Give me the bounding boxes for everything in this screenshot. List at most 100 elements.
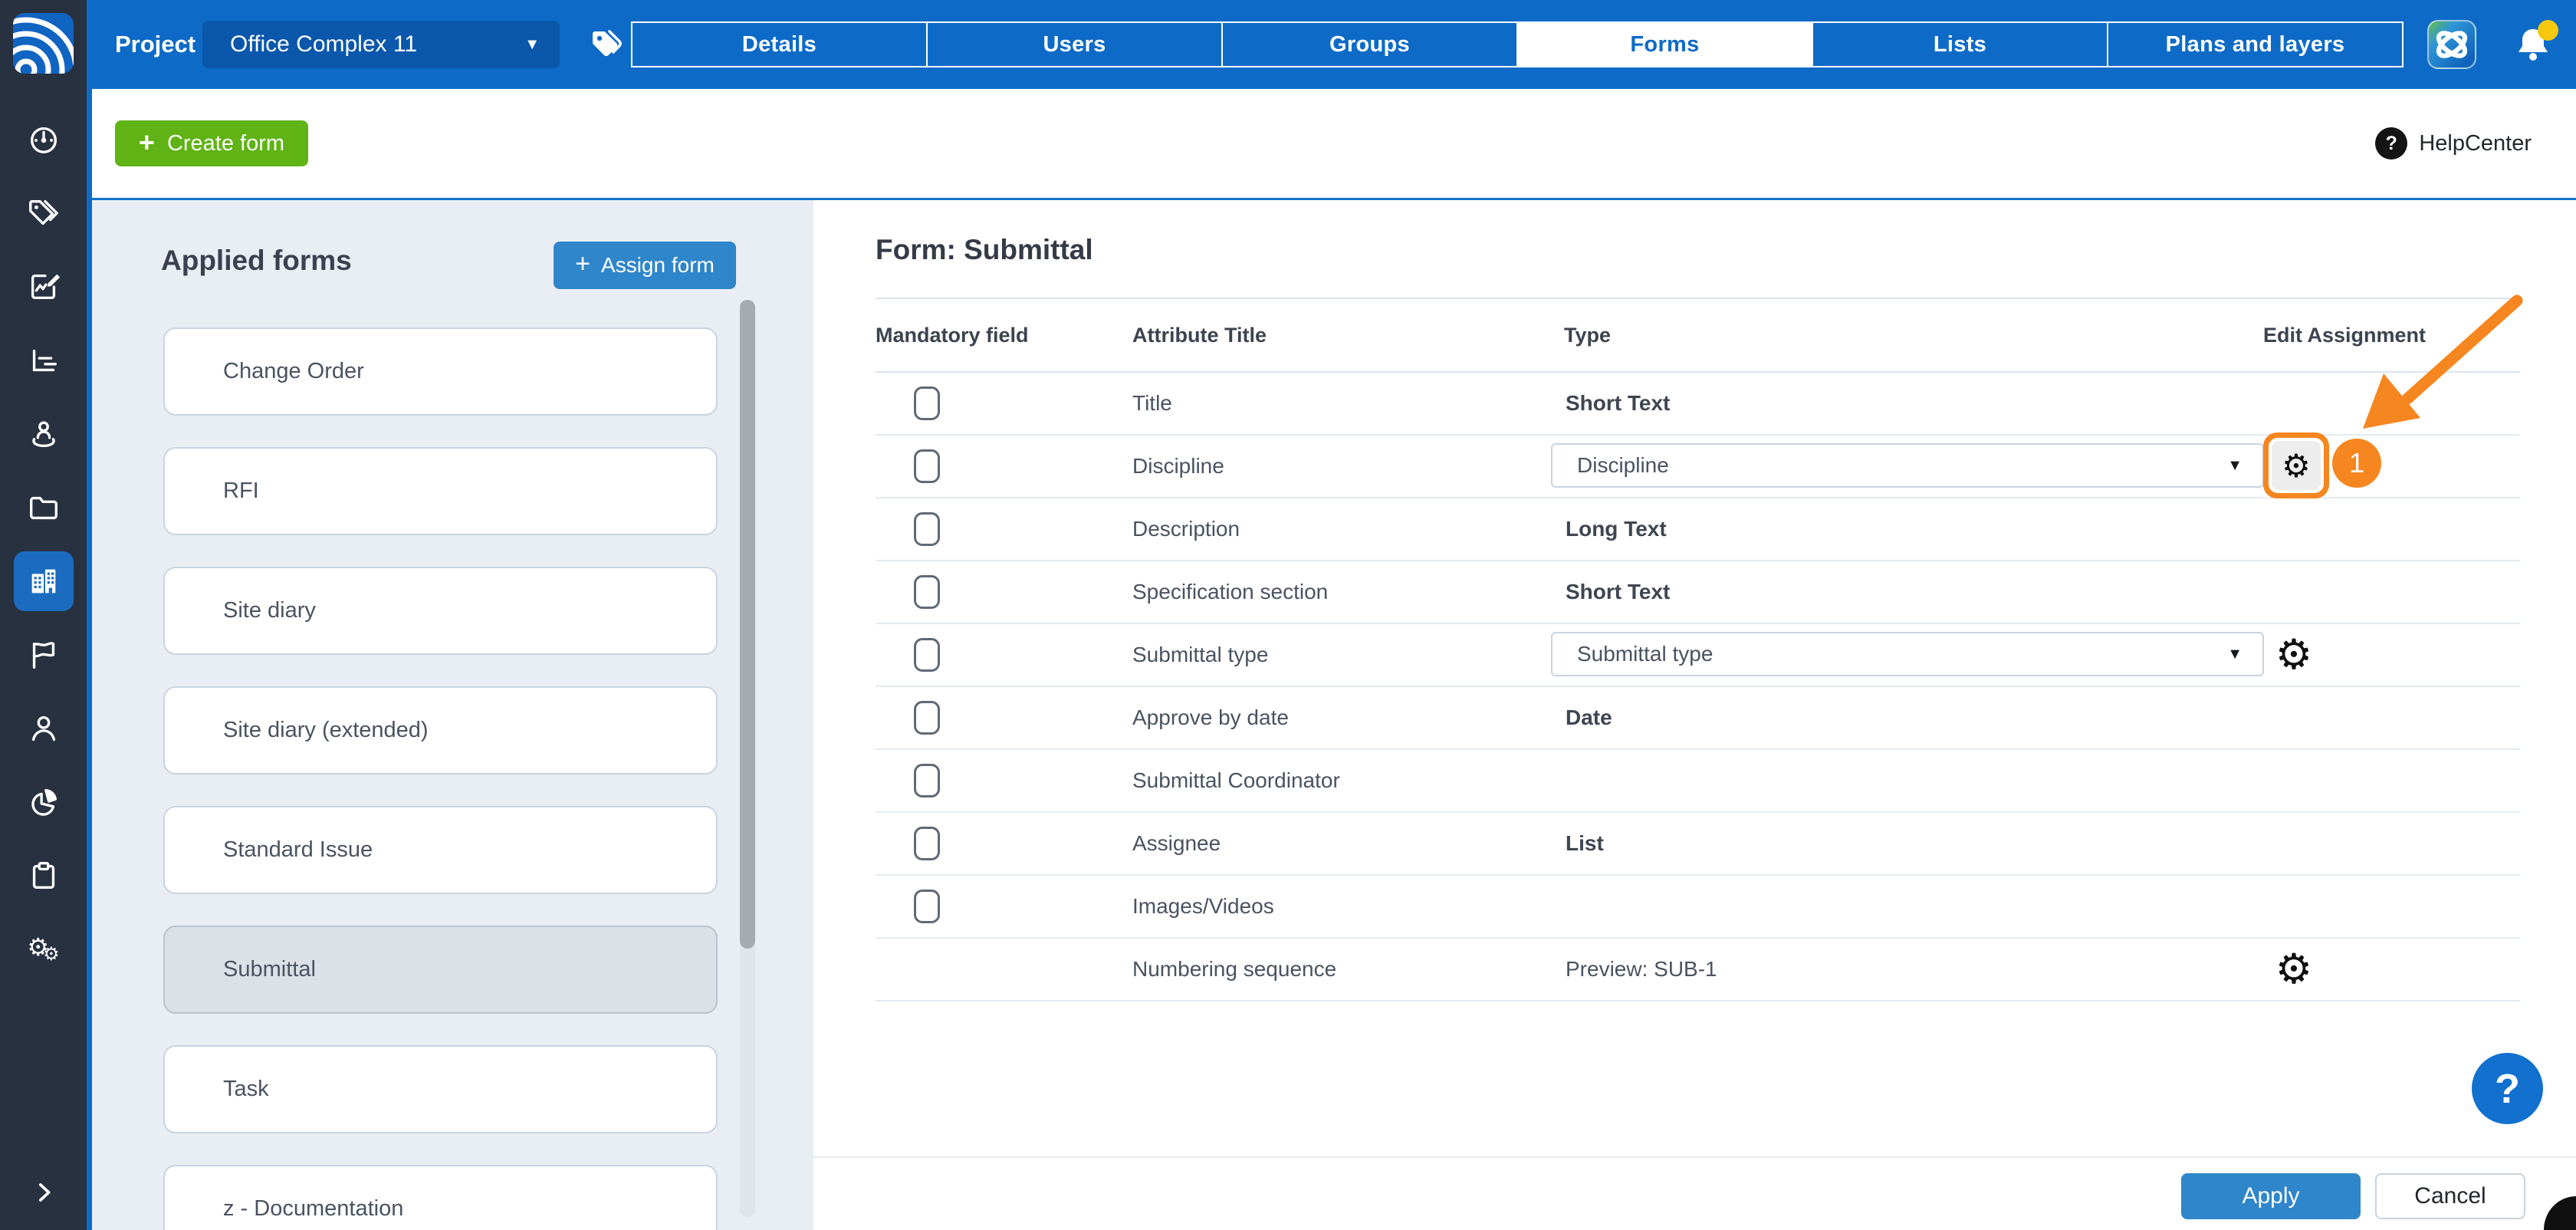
sidebar-item-project-settings[interactable] — [0, 544, 87, 618]
tab-users[interactable]: Users — [926, 21, 1223, 67]
mandatory-checkbox[interactable] — [914, 827, 940, 860]
form-card-z-documentation[interactable]: z - Documentation — [163, 1165, 718, 1230]
tab-groups[interactable]: Groups — [1221, 21, 1518, 67]
mandatory-checkbox[interactable] — [914, 512, 940, 546]
plus-icon: + — [139, 127, 155, 159]
help-button[interactable]: ? — [2472, 1053, 2543, 1124]
sidebar-item-flags[interactable] — [0, 618, 87, 692]
mandatory-checkbox[interactable] — [914, 449, 940, 483]
form-card-standard-issue[interactable]: Standard Issue — [163, 806, 718, 894]
type-dropdown-value: Submittal type — [1577, 642, 1713, 666]
form-field-row-numbering-sequence: Numbering sequence Preview: SUB-1 ⚙ — [876, 939, 2520, 1001]
attribute-title: Numbering sequence — [1132, 939, 1336, 1000]
column-header-type: Type — [1564, 299, 1611, 371]
attribute-title: Approve by date — [1132, 687, 1289, 748]
scrollbar-thumb[interactable] — [740, 300, 755, 949]
annotation-step-badge: 1 — [2332, 439, 2381, 488]
edit-assignment-gear-button[interactable]: ⚙ — [2272, 441, 2321, 490]
edit-assignment-gear-icon[interactable]: ⚙ — [2271, 624, 2317, 686]
mandatory-checkbox[interactable] — [914, 764, 940, 798]
tab-lists[interactable]: Lists — [1812, 21, 2108, 67]
sidebar-item-locations[interactable] — [0, 397, 87, 471]
form-title: Form: Submittal — [876, 234, 1093, 266]
edit-assignment-gear-icon[interactable]: ⚙ — [2271, 939, 2317, 1000]
form-card-site-diary-extended[interactable]: Site diary (extended) — [163, 686, 718, 775]
attribute-title: Description — [1132, 498, 1240, 560]
form-card-label: Standard Issue — [223, 837, 373, 863]
mandatory-checkbox[interactable] — [914, 386, 940, 420]
sidebar-nav: ⚙⚙ — [0, 103, 87, 986]
notification-dot — [2538, 20, 2558, 41]
sidebar-item-reports[interactable] — [0, 324, 87, 397]
mandatory-checkbox[interactable] — [914, 575, 940, 609]
sidebar-item-forms[interactable] — [0, 250, 87, 324]
attribute-title: Submittal Coordinator — [1132, 750, 1340, 811]
help-center-link[interactable]: ? HelpCenter — [2375, 127, 2532, 160]
form-card-label: Site diary — [223, 598, 316, 623]
tab-details[interactable]: Details — [631, 21, 928, 67]
sidebar-item-settings[interactable]: ⚙⚙ — [0, 913, 87, 986]
type-dropdown-value: Discipline — [1577, 453, 1669, 478]
form-card-submittal[interactable]: Submittal — [163, 926, 718, 1014]
sidebar-item-tags[interactable] — [0, 176, 87, 250]
cancel-button[interactable]: Cancel — [2375, 1173, 2525, 1219]
sidebar-item-analytics[interactable] — [0, 765, 87, 839]
sidebar-item-files[interactable] — [0, 471, 87, 544]
type-value: List — [1566, 813, 1604, 874]
apps-grid-icon[interactable] — [2427, 20, 2476, 69]
create-form-button[interactable]: + Create form — [115, 120, 308, 166]
tags-icon[interactable] — [589, 26, 626, 63]
type-dropdown[interactable]: Discipline▼ — [1551, 443, 2264, 488]
form-card-label: Task — [223, 1077, 269, 1102]
type-dropdown[interactable]: Submittal type▼ — [1551, 632, 2264, 676]
app-logo-icon[interactable] — [13, 13, 74, 74]
form-card-change-order[interactable]: Change Order — [163, 327, 718, 416]
form-field-row-approve-by-date: Approve by date Date — [876, 687, 2520, 750]
create-form-label: Create form — [167, 131, 284, 156]
form-card-site-diary[interactable]: Site diary — [163, 567, 718, 655]
column-header-edit-assignment: Edit Assignment — [2263, 299, 2426, 371]
form-card-list: Change Order RFI Site diary Site diary (ext… — [163, 327, 718, 1230]
project-label: Project — [115, 0, 196, 89]
form-fields-table: Mandatory field Attribute Title Type Edi… — [876, 298, 2520, 1001]
mandatory-checkbox[interactable] — [914, 638, 940, 672]
apply-button[interactable]: Apply — [2181, 1173, 2361, 1219]
assign-form-label: Assign form — [601, 253, 715, 278]
accent-strip — [87, 0, 92, 1230]
form-card-label: Change Order — [223, 359, 364, 384]
mandatory-checkbox[interactable] — [914, 890, 940, 923]
sidebar-item-tasks[interactable] — [0, 839, 87, 913]
tab-plans-and-layers[interactable]: Plans and layers — [2107, 21, 2404, 67]
toolbar — [92, 89, 2576, 198]
type-value: Long Text — [1566, 498, 1667, 560]
form-field-row-title: TitleShort Text — [876, 373, 2520, 436]
table-header-row: Mandatory field Attribute Title Type Edi… — [876, 298, 2520, 373]
annotation-highlight-gap: ⚙ — [2269, 438, 2324, 493]
page: { "colors": { "topbar_blue": "#0D6BC7", … — [0, 0, 2576, 1230]
type-value: Preview: SUB-1 — [1566, 939, 1717, 1000]
project-tabs: DetailsUsersGroupsFormsListsPlans and la… — [631, 21, 2404, 67]
chevron-down-icon: ▼ — [524, 36, 540, 54]
attribute-title: Specification section — [1132, 561, 1328, 623]
active-tile — [14, 551, 74, 611]
form-field-row-assignee: Assignee List — [876, 813, 2520, 876]
divider — [813, 1156, 2576, 1158]
mandatory-checkbox[interactable] — [914, 701, 940, 735]
question-icon: ? — [2375, 127, 2407, 160]
form-card-task[interactable]: Task — [163, 1045, 718, 1133]
sidebar-expand-chevron-icon[interactable] — [0, 1166, 87, 1219]
form-card-rfi[interactable]: RFI — [163, 447, 718, 535]
project-select[interactable]: Office Complex 11 ▼ — [202, 21, 560, 68]
attribute-title: Submittal type — [1132, 624, 1268, 686]
applied-forms-panel: Applied forms + Assign form Change Order… — [92, 200, 813, 1230]
scrollbar-track[interactable] — [740, 300, 755, 1217]
tab-forms[interactable]: Forms — [1516, 21, 1813, 67]
sidebar-item-dashboard[interactable] — [0, 103, 87, 176]
form-field-row-submittal-coordinator: Submittal Coordinator — [876, 750, 2520, 813]
sidebar-item-people[interactable] — [0, 692, 87, 765]
form-field-row-description: Description Long Text — [876, 498, 2520, 561]
attribute-title: Title — [1132, 373, 1172, 434]
type-value: Date — [1566, 687, 1612, 748]
assign-form-button[interactable]: + Assign form — [554, 242, 736, 289]
attribute-title: Assignee — [1132, 813, 1221, 874]
